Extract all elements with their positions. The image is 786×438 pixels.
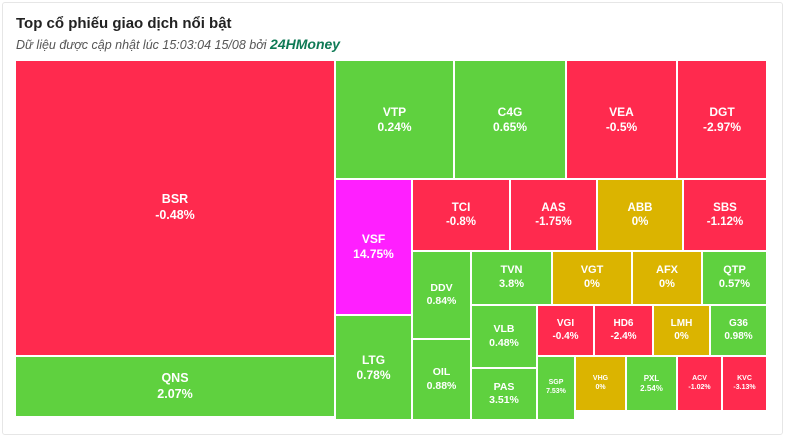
treemap-cell-vhg[interactable]: VHG 0% <box>575 356 626 411</box>
ticker-label: VTP <box>382 104 407 119</box>
treemap-cell-c4g[interactable]: C4G 0.65% <box>454 60 566 179</box>
treemap-cell-sbs[interactable]: SBS -1.12% <box>683 179 767 251</box>
ticker-label: VLB <box>493 323 515 336</box>
ticker-label: KVC <box>737 374 752 382</box>
change-label: 0% <box>659 278 675 290</box>
change-label: 0% <box>674 330 689 342</box>
treemap-cell-dgt[interactable]: DGT -2.97% <box>677 60 767 179</box>
treemap-cell-qtp[interactable]: QTP 0.57% <box>702 251 767 305</box>
change-label: 0.84% <box>426 295 457 307</box>
change-label: -1.75% <box>535 216 572 228</box>
ticker-label: DGT <box>709 104 735 119</box>
change-label: -1.12% <box>706 216 744 228</box>
treemap-cell-bsr[interactable]: BSR -0.48% <box>15 60 335 356</box>
treemap-cell-vgi[interactable]: VGI -0.4% <box>537 305 594 356</box>
ticker-label: VGT <box>580 264 604 277</box>
treemap-cell-ddv[interactable]: DDV 0.84% <box>412 251 471 339</box>
ticker-label: SGP <box>548 379 564 387</box>
ticker-label: OIL <box>432 366 451 379</box>
treemap-cell-vtp[interactable]: VTP 0.24% <box>335 60 454 179</box>
ticker-label: G36 <box>729 318 748 329</box>
treemap-cell-kvc[interactable]: KVC -3.13% <box>722 356 767 411</box>
change-label: 2.54% <box>640 383 663 393</box>
change-label: 0% <box>595 383 606 391</box>
brand-link[interactable]: 24HMoney <box>270 36 341 52</box>
change-label: 0.48% <box>489 336 519 349</box>
treemap-cell-abb[interactable]: ABB 0% <box>597 179 683 251</box>
change-label: -0.48% <box>155 208 195 222</box>
treemap-cell-acv[interactable]: ACV -1.02% <box>677 356 722 411</box>
treemap-cell-vsf[interactable]: VSF 14.75% <box>335 179 412 315</box>
ticker-label: BSR <box>161 192 189 207</box>
treemap-cell-afx[interactable]: AFX 0% <box>632 251 702 305</box>
change-label: 0.24% <box>377 119 412 134</box>
ticker-label: TCI <box>451 201 471 214</box>
ticker-label: LTG <box>361 352 386 367</box>
treemap-cell-vea[interactable]: VEA -0.5% <box>566 60 677 179</box>
ticker-label: VSF <box>361 232 386 246</box>
treemap-cell-g36[interactable]: G36 0.98% <box>710 305 767 356</box>
update-timestamp-text: Dữ liệu được cập nhật lúc 15:03:04 15/08… <box>16 38 267 52</box>
treemap-cell-lmh[interactable]: LMH 0% <box>653 305 710 356</box>
ticker-label: ABB <box>627 201 653 214</box>
change-label: -2.97% <box>702 119 742 134</box>
ticker-label: AAS <box>541 201 566 214</box>
change-label: 0.78% <box>356 367 391 382</box>
ticker-label: DDV <box>430 281 453 294</box>
ticker-label: HD6 <box>613 318 634 329</box>
change-label: 0.88% <box>426 379 457 392</box>
change-label: 3.51% <box>489 394 519 406</box>
treemap-cell-pxl[interactable]: PXL 2.54% <box>626 356 677 411</box>
change-label: -1.02% <box>688 383 711 391</box>
ticker-label: AFX <box>656 264 678 277</box>
ticker-label: ACV <box>692 374 707 382</box>
treemap-cell-ltg[interactable]: LTG 0.78% <box>335 315 412 420</box>
change-label: 0.98% <box>724 330 753 342</box>
change-label: 2.07% <box>157 386 193 401</box>
treemap-cell-aas[interactable]: AAS -1.75% <box>510 179 597 251</box>
change-label: 7.53% <box>546 388 566 395</box>
treemap-cell-qns[interactable]: QNS 2.07% <box>15 356 335 417</box>
treemap-cell-tci[interactable]: TCI -0.8% <box>412 179 510 251</box>
change-label: -0.4% <box>552 330 579 342</box>
change-label: -0.5% <box>605 119 638 134</box>
ticker-label: PAS <box>493 380 515 393</box>
ticker-label: SBS <box>713 201 737 214</box>
change-label: -0.8% <box>445 216 477 228</box>
ticker-label: VGI <box>556 318 575 329</box>
ticker-label: QNS <box>161 370 189 385</box>
treemap-cell-tvn[interactable]: TVN 3.8% <box>471 251 552 305</box>
change-label: -3.13% <box>733 383 756 391</box>
ticker-label: C4G <box>497 104 523 119</box>
treemap-cell-vgt[interactable]: VGT 0% <box>552 251 632 305</box>
ticker-label: VHG <box>592 374 609 382</box>
ticker-label: VEA <box>609 104 634 119</box>
treemap-cell-sgp[interactable]: SGP 7.53% <box>537 356 575 420</box>
change-label: 3.8% <box>498 278 525 290</box>
change-label: 0.65% <box>492 119 528 134</box>
card-title: Top cổ phiếu giao dịch nổi bật <box>16 15 232 32</box>
ticker-label: LMH <box>670 318 693 329</box>
change-label: 0% <box>584 278 600 290</box>
treemap-cell-hd6[interactable]: HD6 -2.4% <box>594 305 653 356</box>
ticker-label: TVN <box>500 264 523 277</box>
ticker-label: QTP <box>723 264 746 277</box>
update-info: Dữ liệu được cập nhật lúc 15:03:04 15/08… <box>16 36 340 52</box>
change-label: 0% <box>631 216 649 228</box>
treemap-cell-vlb[interactable]: VLB 0.48% <box>471 305 537 368</box>
ticker-label: PXL <box>643 373 660 383</box>
treemap-cell-pas[interactable]: PAS 3.51% <box>471 368 537 420</box>
treemap-cell-oil[interactable]: OIL 0.88% <box>412 339 471 420</box>
change-label: 0.57% <box>718 278 751 290</box>
change-label: -2.4% <box>610 330 637 342</box>
change-label: 14.75% <box>353 247 394 261</box>
